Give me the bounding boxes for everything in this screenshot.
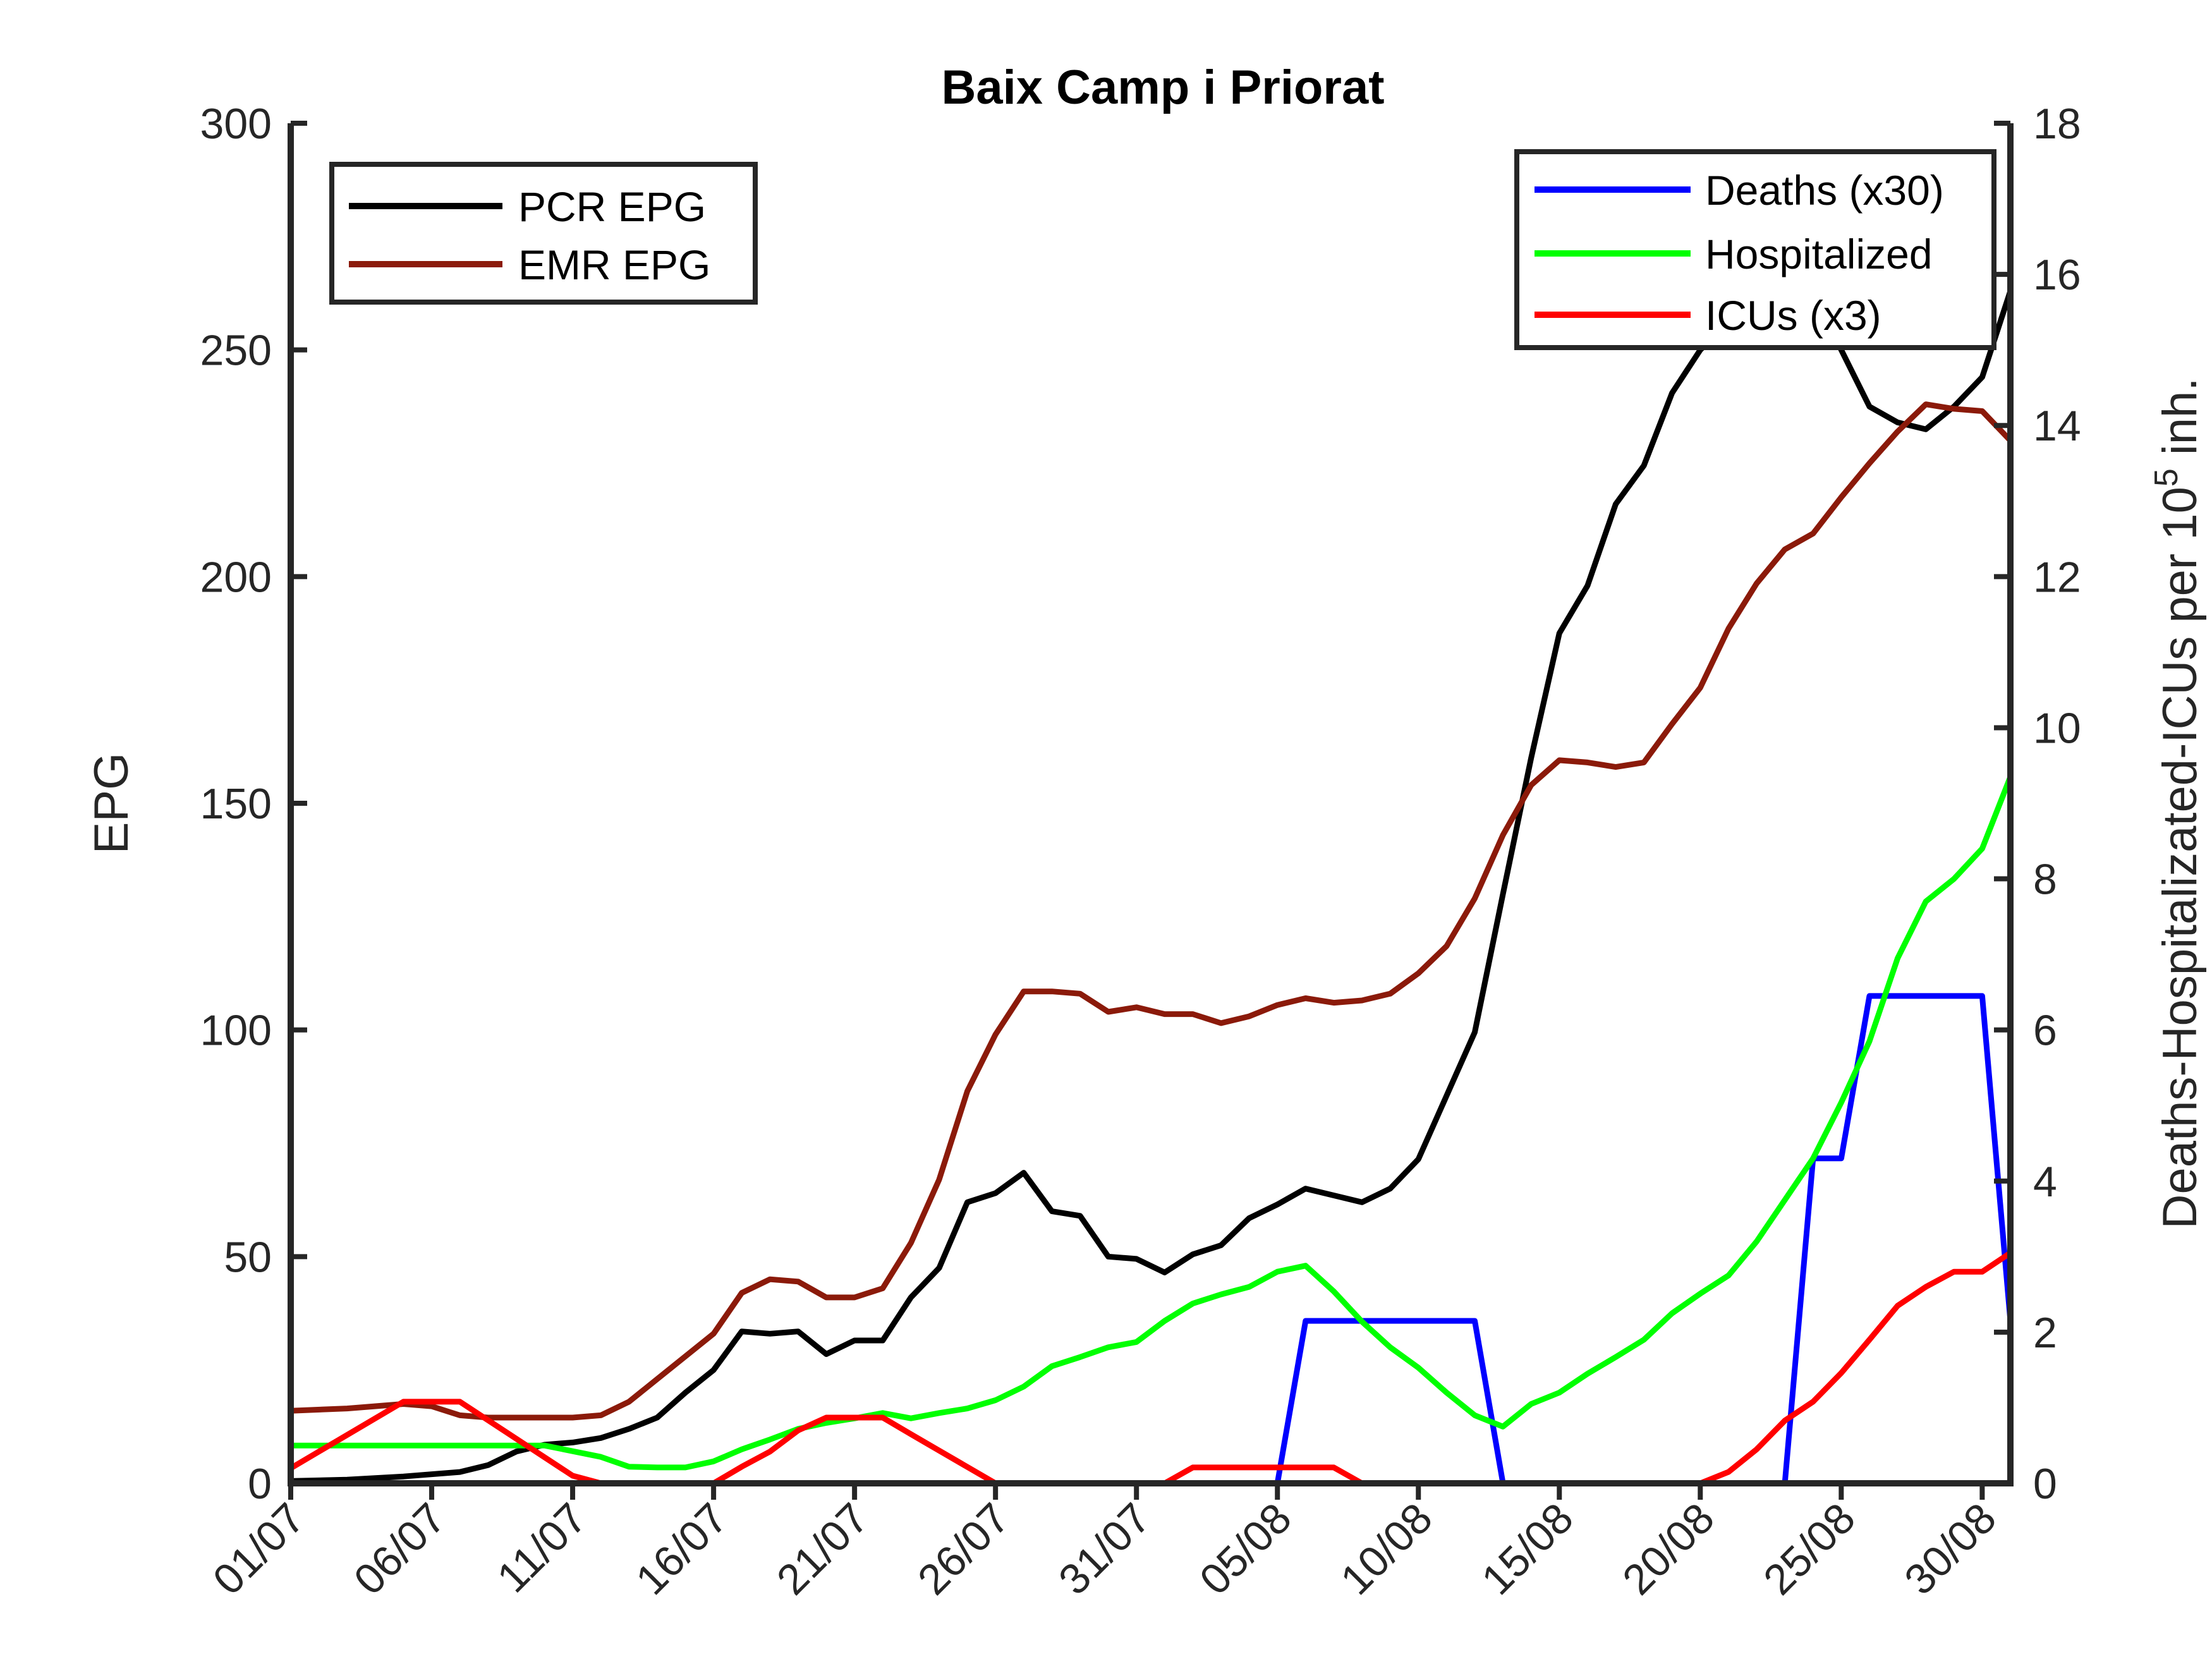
right-tick-label: 16 — [2033, 251, 2081, 299]
x-ticks: 01/07 06/07 11/07 16/07 21/07 26/07 31/07 05/08… — [204, 1483, 2005, 1604]
left-tick-label: 100 — [200, 1007, 272, 1055]
x-tick-label: 30/08 — [1895, 1494, 2005, 1604]
legend-left-box — [329, 162, 758, 305]
left-tick-label: 150 — [200, 780, 272, 828]
legend-label-icus: ICUs (x3) — [1705, 292, 1881, 339]
right-tick-label: 6 — [2033, 1007, 2057, 1055]
right-tick-label: 14 — [2033, 402, 2081, 450]
x-tick-label: 10/08 — [1332, 1494, 1442, 1604]
legend-right: Deaths (x30) Hospitalized ICUs (x3) — [1514, 149, 1996, 350]
left-tick-label: 300 — [200, 100, 272, 148]
x-tick-label: 15/08 — [1473, 1494, 1583, 1604]
y2-axis-label-exponent: 5 — [2148, 468, 2185, 487]
right-tick-label: 12 — [2033, 553, 2081, 601]
x-tick-label: 31/07 — [1050, 1494, 1160, 1604]
right-tick-label: 0 — [2033, 1460, 2057, 1508]
legend-label-hospitalized: Hospitalized — [1705, 231, 1933, 277]
left-tick-label: 250 — [200, 327, 272, 375]
legend-left: PCR EPG EMR EPG — [329, 162, 758, 305]
left-tick-label: 200 — [200, 553, 272, 601]
x-tick-label: 20/08 — [1613, 1494, 1723, 1604]
left-y-ticks: 0 50 100 150 200 250 300 — [200, 100, 307, 1508]
right-tick-label: 8 — [2033, 856, 2057, 904]
x-tick-label: 25/08 — [1754, 1494, 1864, 1604]
x-tick-label: 06/07 — [345, 1494, 455, 1604]
x-tick-label: 26/07 — [909, 1494, 1019, 1604]
x-tick-label: 01/07 — [204, 1494, 314, 1604]
y2-axis-label-main: Deaths-Hospitalizated-ICUs per 10 — [2153, 487, 2207, 1229]
right-tick-label: 18 — [2033, 100, 2081, 148]
right-tick-label: 2 — [2033, 1309, 2057, 1357]
x-tick-label: 21/07 — [768, 1494, 878, 1604]
left-tick-label: 0 — [248, 1460, 272, 1508]
legend-label-deaths: Deaths (x30) — [1705, 167, 1944, 214]
legend-label-emr: EMR EPG — [518, 241, 710, 288]
plot-series — [289, 279, 2014, 1486]
series-line-emr-epg — [290, 401, 2013, 1421]
right-tick-label: 4 — [2033, 1158, 2057, 1206]
right-tick-label: 10 — [2033, 704, 2081, 752]
chart-title: Baix Camp i Priorat — [941, 61, 1384, 114]
series-line-deaths-x30 — [291, 993, 2014, 1486]
left-tick-label: 50 — [224, 1233, 272, 1281]
y-axis-label: EPG — [85, 753, 138, 854]
x-tick-label: 16/07 — [627, 1494, 737, 1604]
x-tick-label: 05/08 — [1191, 1494, 1301, 1604]
series-line-pcr-epg — [290, 279, 2014, 1484]
right-y-ticks: 0 2 4 6 8 10 12 14 16 18 — [1994, 100, 2081, 1508]
series-line-hospitalized — [291, 775, 2014, 1471]
legend-label-pcr: PCR EPG — [518, 183, 706, 230]
x-tick-label: 11/07 — [488, 1494, 596, 1602]
y2-axis-label-suffix: inh. — [2153, 378, 2207, 469]
y2-axis-label: Deaths-Hospitalizated-ICUs per 105 inh. — [2148, 378, 2207, 1229]
